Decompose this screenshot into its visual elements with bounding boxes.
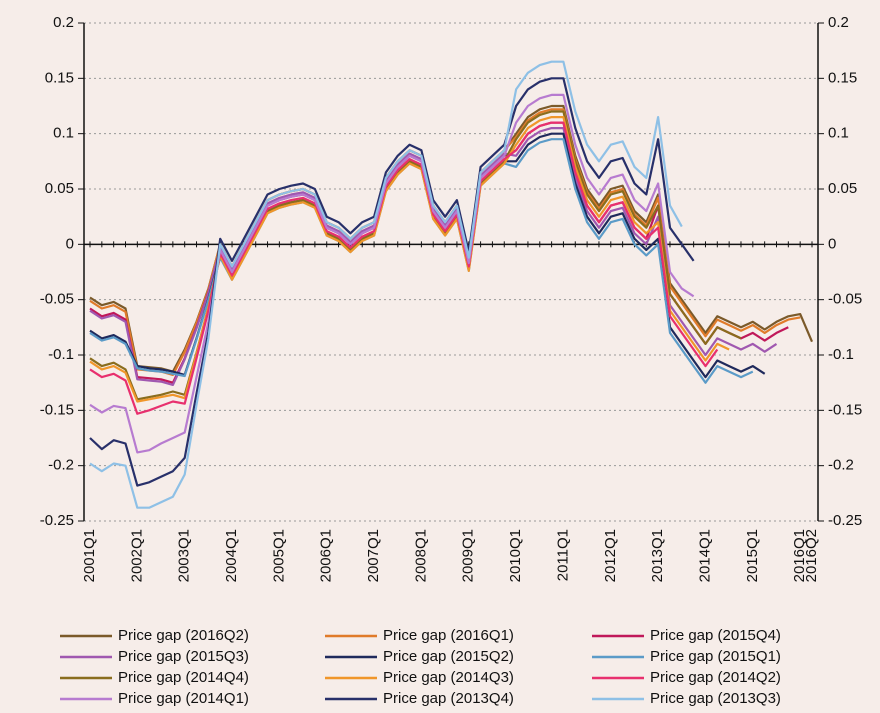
y2-tick-label: 0	[828, 235, 836, 252]
legend-label: Price gap (2013Q3)	[650, 690, 781, 707]
x-tick-label: 2001Q1	[81, 529, 98, 582]
legend-label: Price gap (2014Q1)	[118, 690, 249, 707]
legend-label: Price gap (2016Q1)	[383, 627, 514, 644]
series-line	[89, 93, 695, 454]
x-tick-label: 2016Q2	[803, 529, 820, 582]
y2-tick-label: -0.25	[828, 512, 862, 529]
x-tick-label: 2012Q1	[602, 529, 619, 582]
legend-label: Price gap (2014Q2)	[650, 669, 781, 686]
y2-tick-label: -0.2	[828, 457, 854, 474]
legend-label: Price gap (2014Q3)	[383, 669, 514, 686]
legend-label: Price gap (2015Q4)	[650, 627, 781, 644]
y2-tick-label: -0.1	[828, 346, 854, 363]
x-tick-label: 2006Q1	[318, 529, 335, 582]
y2-tick-label: -0.05	[828, 291, 862, 308]
series-line	[89, 110, 742, 401]
x-tick-label: 2016Q1	[791, 529, 808, 582]
x-tick-label: 2004Q1	[223, 529, 240, 582]
x-tick-label: 2005Q1	[270, 529, 287, 582]
y-tick-label: -0.05	[40, 291, 74, 308]
legend-label: Price gap (2013Q4)	[383, 690, 514, 707]
y-tick-label: -0.15	[40, 401, 74, 418]
series-line	[89, 121, 719, 415]
series-line	[89, 60, 683, 509]
x-tick-label: 2015Q1	[744, 529, 761, 582]
y-tick-label: 0.15	[45, 69, 74, 86]
y2-tick-label: 0.2	[828, 14, 849, 31]
x-tick-label: 2008Q1	[412, 529, 429, 582]
legend-label: Price gap (2016Q2)	[118, 627, 249, 644]
x-tick-label: 2011Q1	[554, 529, 571, 581]
legend-label: Price gap (2015Q3)	[118, 648, 249, 665]
y-tick-label: -0.25	[40, 512, 74, 529]
x-tick-label: 2010Q1	[507, 529, 524, 582]
x-tick-label: 2003Q1	[176, 529, 193, 582]
x-tick-label: 2014Q1	[696, 529, 713, 582]
x-tick-label: 2002Q1	[128, 529, 145, 582]
y2-tick-label: 0.05	[828, 180, 857, 197]
y2-tick-label: 0.15	[828, 69, 857, 86]
y-tick-label: 0.1	[53, 125, 74, 142]
y-tick-label: 0.05	[45, 180, 74, 197]
y-tick-label: -0.2	[48, 457, 74, 474]
series-line	[89, 77, 695, 487]
y-tick-label: -0.1	[48, 346, 74, 363]
x-tick-label: 2007Q1	[365, 529, 382, 582]
legend-label: Price gap (2015Q2)	[383, 648, 514, 665]
x-tick-label: 2013Q1	[649, 529, 666, 582]
y-tick-label: 0.2	[53, 14, 74, 31]
y2-tick-label: 0.1	[828, 125, 849, 142]
legend-label: Price gap (2014Q4)	[118, 669, 249, 686]
x-tick-label: 2009Q1	[460, 529, 477, 582]
legend-label: Price gap (2015Q1)	[650, 648, 781, 665]
y2-tick-label: -0.15	[828, 401, 862, 418]
y-tick-label: 0	[66, 235, 74, 252]
